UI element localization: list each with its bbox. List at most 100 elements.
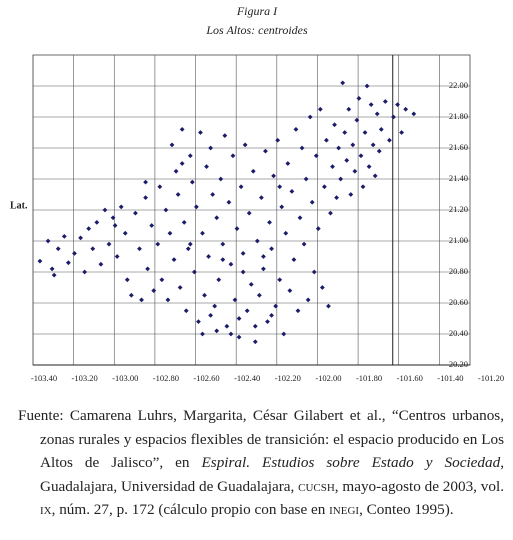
data-point (267, 220, 272, 225)
data-point (252, 339, 258, 345)
data-point (65, 260, 71, 266)
x-tick-label: -101.40 (437, 373, 463, 383)
data-point (374, 111, 380, 117)
data-point (265, 319, 270, 324)
data-point (240, 251, 246, 256)
data-point (226, 199, 232, 205)
data-point (236, 316, 242, 321)
data-point (110, 215, 116, 221)
data-point (173, 168, 179, 174)
data-point (366, 164, 372, 169)
data-point (206, 254, 211, 259)
data-point (378, 127, 384, 132)
x-tick-label: -102.80 (153, 373, 179, 383)
data-point (317, 106, 323, 112)
data-point (293, 127, 299, 132)
data-point (344, 158, 350, 163)
y-tick-label: 20.20 (449, 359, 468, 369)
data-point (137, 246, 142, 252)
data-point (240, 269, 246, 275)
data-point (346, 106, 352, 112)
data-point (395, 102, 400, 107)
y-tick-label: 21.00 (449, 235, 468, 245)
data-point (183, 308, 189, 314)
data-point (301, 241, 307, 247)
data-point (254, 238, 260, 244)
data-point (163, 207, 169, 213)
x-tick-label: -102.60 (193, 373, 219, 383)
x-tick-label: -103.20 (72, 373, 98, 383)
data-point (399, 130, 404, 135)
data-point (252, 323, 258, 329)
data-point (307, 114, 313, 120)
data-point (261, 254, 266, 259)
data-point (338, 176, 344, 182)
data-point (324, 137, 329, 143)
data-point (224, 323, 230, 329)
data-point (49, 266, 55, 272)
y-tick-label: 20.80 (449, 266, 468, 276)
data-point (196, 319, 201, 324)
data-point (309, 199, 315, 205)
data-point (175, 192, 181, 197)
data-point (279, 204, 285, 210)
data-point (165, 297, 171, 303)
data-point (228, 261, 234, 267)
y-tick-label: 21.60 (449, 142, 468, 152)
data-point (285, 161, 291, 166)
data-point (145, 266, 151, 272)
data-point (313, 153, 319, 159)
data-point (106, 241, 112, 247)
data-point (336, 145, 342, 151)
data-point (171, 257, 177, 262)
data-point (305, 297, 311, 303)
data-point (382, 99, 388, 104)
source-text: ix (40, 501, 52, 518)
data-point (263, 148, 268, 154)
data-point (303, 176, 309, 182)
data-point (230, 153, 236, 159)
data-point (218, 176, 224, 182)
x-tick-label: -101.20 (478, 373, 504, 383)
data-point (181, 220, 187, 225)
data-point (234, 226, 240, 231)
data-point (232, 297, 238, 303)
source-text: , Conteo 1995). (359, 501, 454, 518)
data-point (299, 145, 305, 151)
data-point (191, 269, 197, 275)
figure-label: Figura I (236, 4, 278, 18)
data-point (169, 142, 175, 148)
data-point (155, 241, 161, 247)
data-point (330, 164, 335, 169)
data-point (368, 102, 374, 107)
data-point (326, 303, 331, 309)
y-tick-label: 20.60 (449, 297, 468, 307)
data-point (387, 137, 392, 143)
data-point (277, 277, 283, 283)
x-tick-label: -103.40 (31, 373, 57, 383)
data-point (273, 303, 279, 309)
data-point (210, 192, 216, 197)
data-point (271, 173, 276, 179)
data-point (250, 168, 256, 174)
data-point (259, 195, 264, 200)
data-point (246, 210, 252, 216)
y-tick-label: 21.80 (449, 111, 468, 121)
data-point (208, 313, 214, 318)
x-tick-label: -103.00 (112, 373, 138, 383)
data-point (238, 184, 244, 190)
data-point (187, 241, 193, 247)
data-point (332, 122, 337, 128)
data-point (354, 117, 360, 123)
data-point (391, 114, 396, 120)
data-point (342, 130, 348, 135)
data-point (124, 277, 130, 283)
data-point (179, 127, 185, 132)
y-tick-label: 22.00 (449, 80, 468, 90)
data-point (112, 223, 118, 228)
data-point (200, 331, 205, 337)
data-point (208, 145, 214, 151)
source-note: Fuente: Camarena Luhrs, Margarita, César… (18, 404, 504, 522)
data-point (212, 303, 218, 309)
